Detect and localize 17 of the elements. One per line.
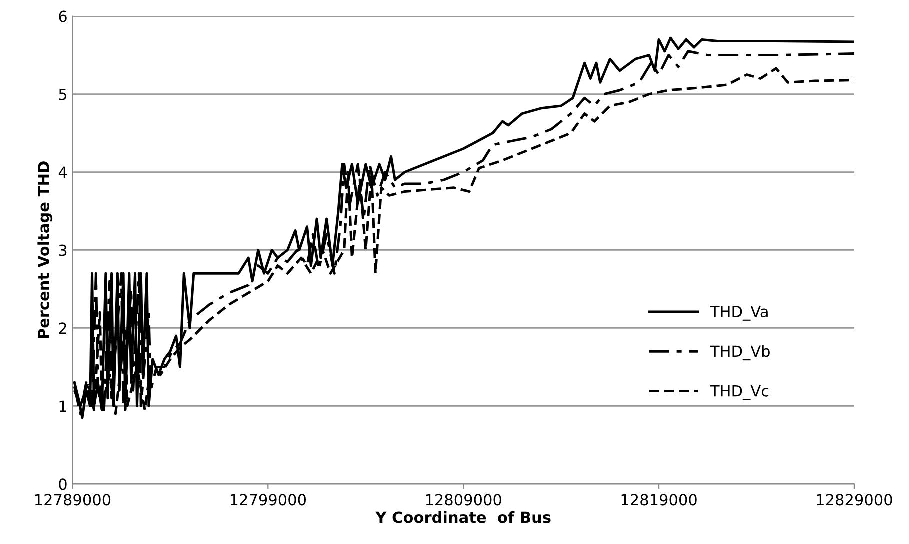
legend-label: THD_Va	[710, 306, 768, 321]
y-tick-label: 4	[58, 166, 67, 178]
y-tick-label: 0	[59, 478, 67, 490]
x-tick-label: 12789000	[36, 494, 111, 506]
y-tick-label: 3	[59, 244, 67, 256]
x-tick-label: 12819000	[622, 494, 697, 506]
y-tick-label: 6	[59, 10, 67, 22]
x-tick-label: 12799000	[230, 494, 306, 506]
y-tick-label: 5	[59, 88, 67, 100]
y-tick-label: 2	[59, 322, 66, 334]
legend-label: THD_Vb	[710, 345, 770, 361]
y-axis-title: Percent Voltage THD	[38, 162, 53, 338]
y-tick-label: 1	[60, 400, 66, 412]
x-tick-label: 12829000	[817, 494, 892, 506]
legend-label: THD_Vc	[710, 385, 769, 400]
x-tick-label: 12809000	[426, 494, 502, 506]
x-axis-title: Y Coordinate of Bus	[376, 511, 551, 524]
